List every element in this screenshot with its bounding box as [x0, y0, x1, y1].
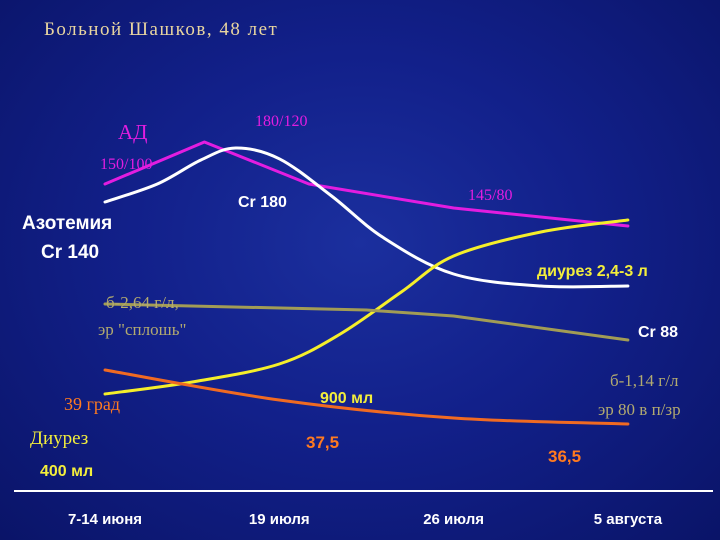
series-line-diuresis: [103, 218, 630, 396]
series-line-creatinine: [103, 146, 630, 289]
x-axis-ticks: 7-14 июня 19 июля 26 июля 5 августа: [68, 511, 663, 528]
annotation-temp-end: 36,5: [548, 447, 581, 466]
annotation-bp-mid: 145/80: [468, 187, 512, 204]
x-tick-label: 7-14 июня: [68, 511, 142, 528]
annotation-cr-label1: Азотемия: [22, 213, 112, 234]
annotation-prot-start1: б-2,64 г/л,: [106, 293, 179, 312]
annotation-diur-start: 400 мл: [40, 463, 93, 480]
annotation-bp-label: АД: [118, 120, 148, 144]
annotation-diur-end: диурез 2,4-3 л: [537, 263, 648, 280]
annotation-diur-label: Диурез: [30, 428, 88, 449]
annotation-cr-end: Cr 88: [638, 324, 678, 341]
annotation-layer: АД 150/100 180/120 145/80 Азотемия Cr 140 Cr 1…: [22, 113, 681, 480]
annotation-cr-peak: Cr 180: [238, 194, 287, 211]
annotation-bp-peak: 180/120: [255, 113, 307, 130]
x-tick-label: 26 июля: [423, 511, 484, 528]
annotation-temp-mid: 37,5: [306, 433, 339, 452]
annotation-diur-mid: 900 мл: [320, 390, 373, 407]
chart-title: Больной Шашков, 48 лет: [44, 19, 278, 40]
series-line-protein: [103, 302, 630, 342]
x-tick-label: 19 июля: [249, 511, 310, 528]
series-line-bp: [103, 140, 630, 228]
x-tick-label: 5 августа: [594, 511, 663, 528]
series-line-temperature: [103, 368, 630, 426]
annotation-cr-label2: Cr 140: [41, 242, 99, 263]
annotation-prot-end2: эр 80 в п/зр: [598, 400, 681, 419]
annotation-prot-end1: б-1,14 г/л: [610, 371, 679, 390]
annotation-temp-label: 39 град: [64, 394, 120, 414]
annotation-prot-start2: эр "сплошь": [98, 320, 186, 339]
annotation-bp-start: 150/100: [100, 156, 152, 173]
series-layer: [103, 140, 630, 426]
